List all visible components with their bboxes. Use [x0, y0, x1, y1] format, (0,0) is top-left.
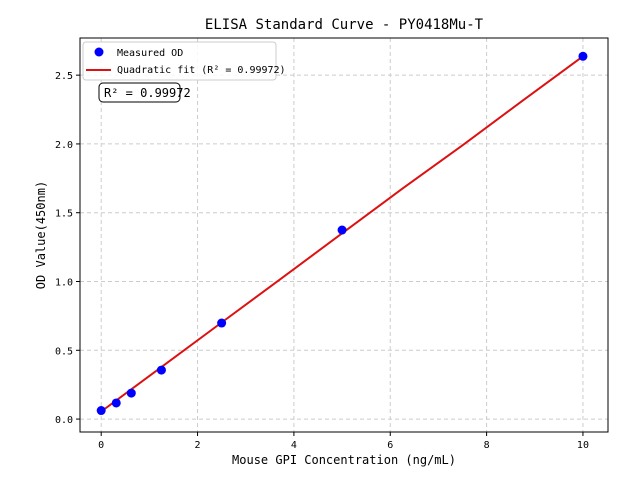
r-squared-annotation: R² = 0.99972 [98, 82, 191, 103]
annotation-box [98, 82, 181, 103]
y-tick-label: 2.5 [55, 71, 73, 82]
x-tick-label: 8 [484, 440, 490, 451]
data-point [96, 406, 106, 416]
x-axis-label: Mouse GPI Concentration (ng/mL) [232, 453, 456, 467]
legend-label-fit: Quadratic fit (R² = 0.99972) [117, 65, 286, 76]
y-tick-label: 1.5 [55, 209, 73, 220]
x-tick-label: 4 [291, 440, 297, 451]
legend-label-measured: Measured OD [117, 48, 183, 59]
data-point [111, 398, 121, 408]
data-point [126, 388, 136, 398]
y-tick-label: 1.0 [55, 277, 73, 288]
legend-box [82, 41, 277, 81]
data-point [337, 225, 347, 235]
chart-title: ELISA Standard Curve - PY0418Mu-T [205, 17, 484, 33]
data-point [217, 318, 227, 328]
y-tick-label: 0.0 [55, 415, 73, 426]
y-tick-label: 2.0 [55, 140, 73, 151]
data-point [578, 51, 588, 61]
x-tick-label: 6 [387, 440, 393, 451]
plot-marks [96, 51, 588, 416]
x-tick-label: 2 [195, 440, 201, 451]
x-tick-label: 10 [577, 440, 589, 451]
legend-marker-measured [94, 47, 104, 57]
annotation-text: R² = 0.99972 [104, 86, 191, 100]
y-tick-label: 0.5 [55, 346, 73, 357]
legend: Measured OD Quadratic fit (R² = 0.99972) [82, 41, 286, 81]
plot-frame [79, 37, 609, 433]
x-tick-label: 0 [98, 440, 104, 451]
data-point [156, 365, 166, 375]
y-axis-label: OD Value(450nm) [34, 181, 48, 289]
ticks: 0 2 4 6 8 10 0.0 0.5 1.0 1.5 2.0 2.5 [55, 71, 589, 451]
